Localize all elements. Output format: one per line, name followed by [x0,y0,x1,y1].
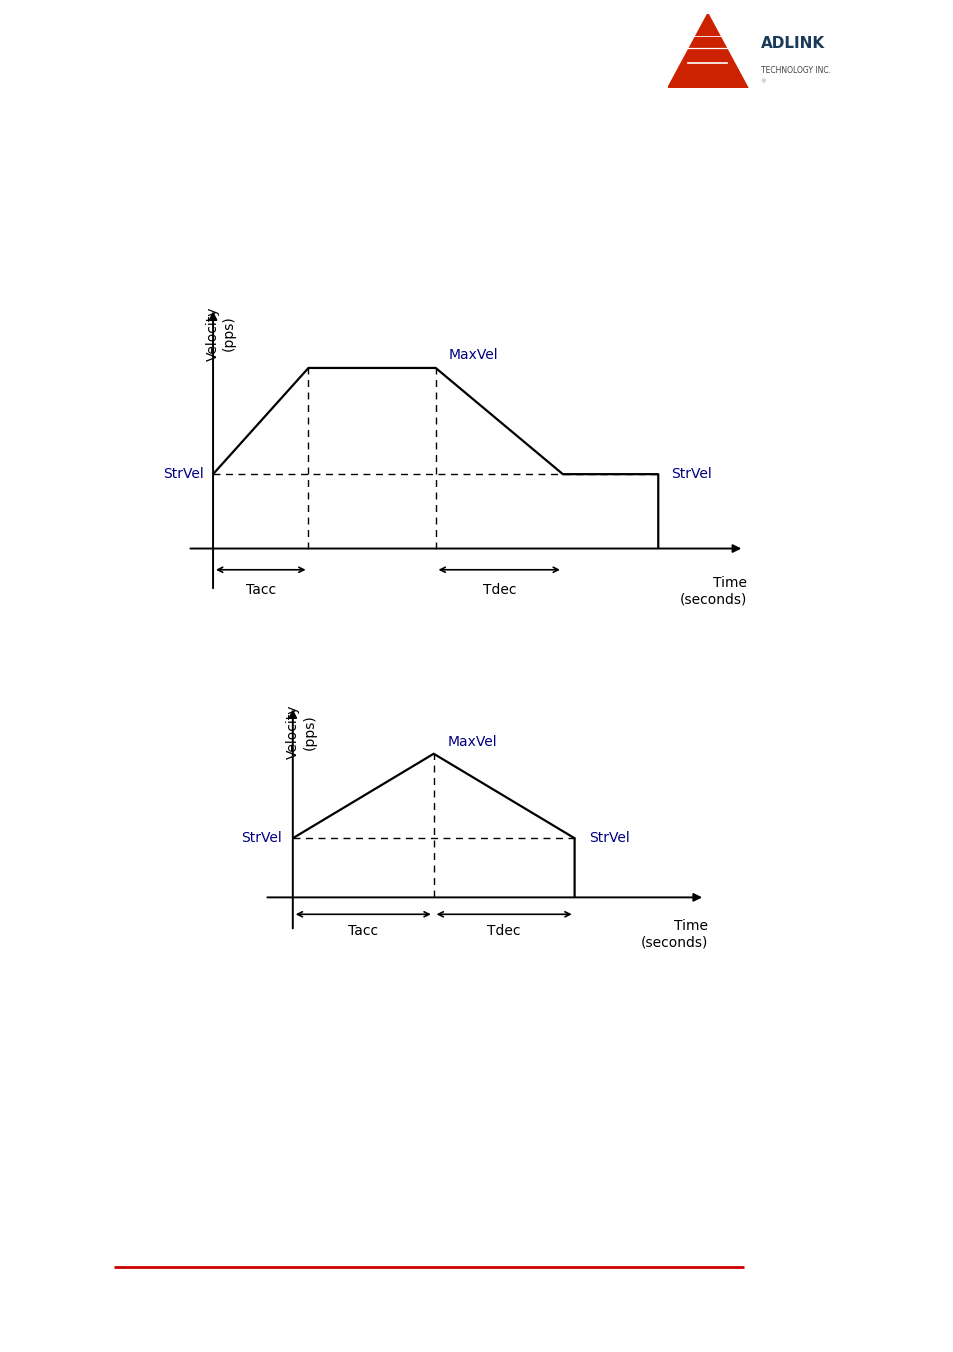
Text: StrVel: StrVel [241,831,282,845]
Text: StrVel: StrVel [670,468,711,481]
Text: ADLINK: ADLINK [760,35,824,51]
Text: Time
(seconds): Time (seconds) [679,576,746,606]
Text: StrVel: StrVel [588,831,629,845]
Text: Velocity
(pps): Velocity (pps) [286,704,316,760]
Text: Tacc: Tacc [246,583,275,596]
Text: Tdec: Tdec [487,925,520,938]
Text: ®: ® [760,80,764,84]
Text: StrVel: StrVel [163,468,203,481]
Text: TECHNOLOGY INC.: TECHNOLOGY INC. [760,66,830,74]
Polygon shape [667,14,747,88]
Text: Time
(seconds): Time (seconds) [640,919,708,949]
Text: MaxVel: MaxVel [448,347,497,361]
Text: MaxVel: MaxVel [447,734,497,749]
Text: Tdec: Tdec [482,583,516,596]
Text: Velocity
(pps): Velocity (pps) [206,307,235,361]
Text: Tacc: Tacc [348,925,378,938]
